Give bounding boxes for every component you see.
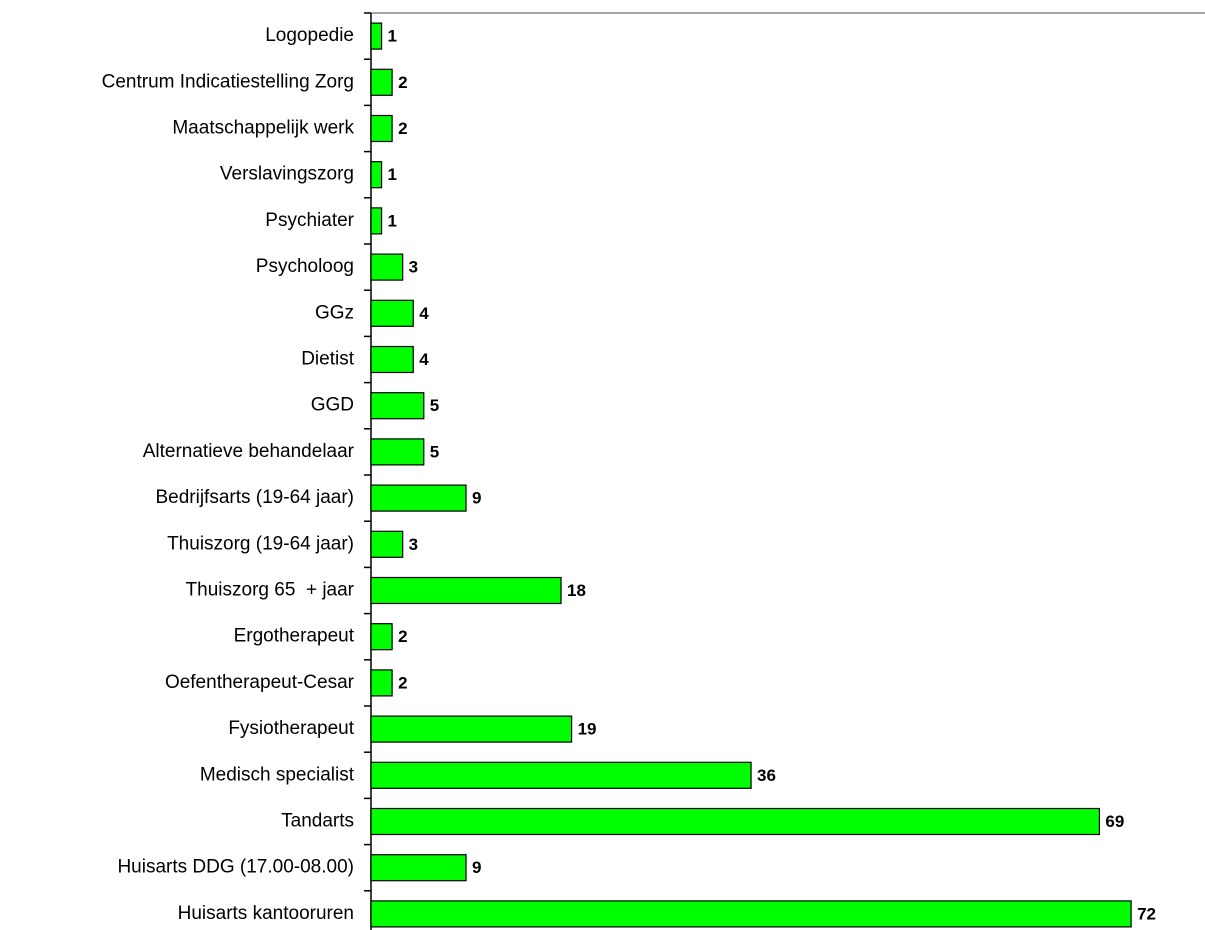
bar — [370, 530, 404, 558]
bar — [370, 253, 404, 281]
value-label: 19 — [578, 720, 597, 739]
value-label: 4 — [419, 304, 429, 323]
bar — [370, 299, 414, 327]
bar — [370, 345, 414, 374]
y-tick-label: Dietist — [301, 349, 355, 370]
value-label: 1 — [388, 211, 397, 230]
y-tick-label: Oefentherapeut-Cesar — [165, 672, 355, 693]
y-tick-label: GGD — [311, 395, 354, 416]
bar — [370, 68, 393, 96]
y-tick-label: Thuiszorg (19-64 jaar) — [167, 533, 354, 554]
bar — [370, 576, 562, 605]
value-label: 5 — [430, 442, 439, 461]
value-label: 69 — [1105, 812, 1124, 831]
value-label: 2 — [398, 673, 407, 692]
bar — [370, 392, 425, 420]
value-label: 36 — [757, 766, 776, 785]
bar — [370, 900, 1132, 928]
bar — [370, 438, 425, 466]
y-tick-label: Tandarts — [281, 811, 354, 832]
bar — [370, 761, 752, 789]
value-label: 9 — [472, 489, 481, 508]
y-tick-label: Ergotherapeut — [234, 626, 355, 647]
y-tick-label: Bedrijfsarts (19-64 jaar) — [155, 487, 354, 508]
y-tick-label: GGz — [315, 302, 354, 323]
bar — [370, 854, 467, 882]
bar — [370, 114, 393, 143]
y-tick-label: Logopedie — [265, 25, 354, 46]
y-tick-label: Fysiotherapeut — [228, 718, 354, 739]
bar — [370, 623, 393, 651]
bar — [370, 669, 393, 697]
y-tick-label: Thuiszorg 65 + jaar — [186, 580, 355, 601]
value-label: 2 — [398, 119, 407, 138]
value-label: 2 — [398, 73, 407, 92]
bar — [370, 207, 383, 235]
value-label: 1 — [388, 165, 397, 184]
bar — [370, 22, 383, 50]
value-label: 2 — [398, 627, 407, 646]
y-tick-label: Psychiater — [265, 210, 354, 231]
bar — [370, 715, 573, 743]
value-label: 3 — [409, 258, 418, 277]
value-label: 72 — [1137, 904, 1156, 923]
value-label: 3 — [409, 535, 418, 554]
y-tick-label: Alternatieve behandelaar — [143, 441, 355, 462]
y-tick-label: Huisarts kantooruren — [178, 903, 354, 924]
y-tick-label: Psycholoog — [256, 256, 354, 277]
y-tick-label: Verslavingszorg — [220, 164, 354, 185]
y-tick-label: Medisch specialist — [200, 764, 355, 785]
value-label: 4 — [419, 350, 429, 369]
y-tick-label: Huisarts DDG (17.00-08.00) — [117, 857, 354, 878]
bar — [370, 807, 1101, 836]
value-label: 5 — [430, 396, 439, 415]
value-label: 1 — [388, 27, 397, 46]
bar — [370, 484, 467, 512]
y-tick-label: Maatschappelijk werk — [172, 118, 354, 139]
y-tick-label: Centrum Indicatiestelling Zorg — [102, 71, 354, 92]
bar — [370, 161, 383, 189]
value-label: 9 — [472, 858, 481, 877]
value-label: 18 — [567, 581, 586, 600]
